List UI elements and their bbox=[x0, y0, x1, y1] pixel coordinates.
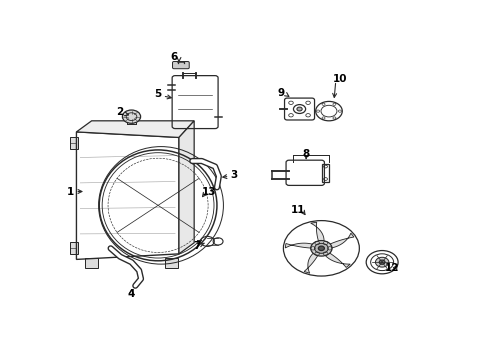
Text: 2: 2 bbox=[117, 108, 124, 117]
Polygon shape bbox=[179, 121, 194, 254]
Text: 12: 12 bbox=[384, 263, 399, 273]
FancyBboxPatch shape bbox=[70, 242, 78, 255]
Text: 13: 13 bbox=[202, 187, 217, 197]
Polygon shape bbox=[76, 121, 194, 138]
FancyBboxPatch shape bbox=[165, 258, 178, 268]
Circle shape bbox=[375, 257, 389, 267]
Polygon shape bbox=[311, 222, 324, 241]
Text: 8: 8 bbox=[302, 149, 310, 159]
Text: 4: 4 bbox=[128, 289, 135, 299]
Circle shape bbox=[318, 246, 324, 251]
FancyBboxPatch shape bbox=[70, 137, 78, 149]
Polygon shape bbox=[285, 243, 313, 248]
Text: 10: 10 bbox=[333, 74, 347, 84]
Polygon shape bbox=[330, 233, 354, 248]
Circle shape bbox=[122, 110, 141, 123]
Text: 5: 5 bbox=[154, 90, 162, 99]
Text: 7: 7 bbox=[194, 240, 201, 251]
Polygon shape bbox=[325, 253, 350, 267]
Circle shape bbox=[315, 243, 328, 253]
Text: 6: 6 bbox=[171, 52, 178, 62]
Bar bbox=[322, 164, 329, 182]
Polygon shape bbox=[304, 253, 318, 273]
FancyBboxPatch shape bbox=[172, 62, 189, 69]
Text: 3: 3 bbox=[230, 170, 238, 180]
Circle shape bbox=[311, 240, 332, 256]
Circle shape bbox=[297, 107, 302, 111]
Text: 9: 9 bbox=[278, 88, 285, 98]
Text: 1: 1 bbox=[67, 186, 74, 197]
FancyBboxPatch shape bbox=[85, 258, 98, 268]
Text: 11: 11 bbox=[291, 204, 305, 215]
Circle shape bbox=[379, 260, 385, 264]
